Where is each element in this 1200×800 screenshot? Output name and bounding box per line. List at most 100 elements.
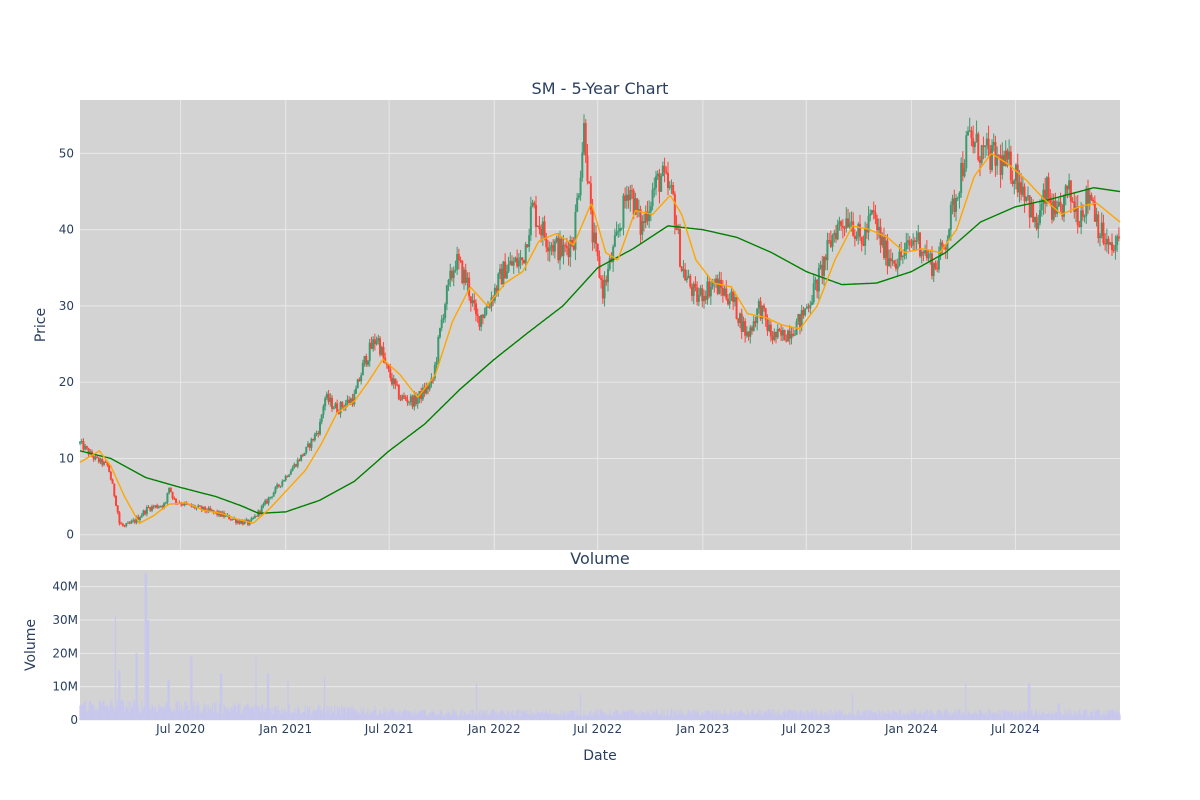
candle-body (1117, 236, 1120, 239)
candle-body (509, 260, 512, 265)
volume-bar (817, 715, 819, 720)
price-y-axis-title: Price (33, 308, 49, 342)
volume-bar (549, 709, 551, 720)
candle-body (841, 226, 844, 228)
candle-body (84, 446, 87, 450)
candle-body (355, 388, 357, 394)
candle-body (135, 516, 138, 523)
candle-body (641, 221, 644, 235)
volume-bar (1103, 715, 1105, 720)
volume-bar (746, 709, 749, 720)
candle-body (891, 260, 894, 262)
volume-bar (646, 710, 648, 720)
volume-bar (893, 710, 895, 720)
candle-body (452, 270, 455, 279)
candle-body (1080, 210, 1083, 228)
volume-bar (898, 709, 901, 720)
candle-body (536, 225, 539, 227)
volume-bar (365, 714, 367, 720)
volume-bar (913, 709, 915, 720)
volume-bar (624, 711, 626, 720)
candle-body (1090, 194, 1093, 200)
candle-body (127, 522, 129, 524)
candle-body (907, 240, 909, 243)
candle-body (807, 306, 810, 309)
volume-subplot-title: Volume (570, 549, 630, 568)
volume-bar (777, 709, 779, 720)
volume-bar (270, 712, 272, 720)
volume-bar (1050, 710, 1053, 720)
volume-bar (902, 713, 904, 720)
volume-bar (150, 710, 152, 720)
volume-bar (647, 713, 649, 720)
candle-body (992, 142, 995, 146)
volume-bar (307, 709, 310, 720)
candle-body (871, 210, 873, 214)
candle-body (157, 506, 160, 508)
volume-bar (437, 714, 439, 720)
volume-bar (1074, 711, 1077, 720)
candle-body (181, 504, 184, 506)
volume-bar (423, 709, 425, 720)
volume-bar (934, 714, 936, 720)
volume-bar (478, 711, 480, 720)
candle-body (967, 131, 969, 136)
volume-bar (207, 704, 209, 720)
volume-bar (866, 715, 869, 720)
volume-bar (873, 712, 875, 720)
volume-bar (1059, 712, 1062, 720)
volume-bar (678, 710, 680, 720)
volume-bar (1038, 711, 1040, 720)
volume-bar (345, 713, 347, 720)
volume-bar (601, 711, 603, 720)
candle-body (855, 236, 858, 239)
volume-bar (871, 711, 873, 720)
price-y-tick: 40 (59, 223, 74, 237)
candle-body (108, 465, 111, 472)
volume-bar (318, 704, 320, 720)
volume-bar (402, 710, 405, 720)
price-gridlines (80, 100, 1120, 550)
candle-body (293, 464, 296, 468)
volume-bar (1070, 709, 1072, 720)
candle-body (624, 195, 627, 201)
candle-body (403, 395, 405, 397)
candle-body (603, 279, 606, 299)
candle-body (631, 190, 633, 192)
volume-bar (117, 700, 119, 720)
volume-bar (885, 712, 887, 720)
candle-body (655, 176, 657, 188)
volume-bar (792, 711, 794, 720)
volume-bar (973, 712, 975, 720)
candle-body (932, 263, 935, 276)
volume-bar (565, 715, 567, 720)
candle-body (809, 304, 812, 309)
volume-bar (640, 709, 642, 720)
volume-bar (929, 709, 931, 720)
volume-bar (863, 711, 865, 720)
volume-bar (560, 709, 562, 720)
volume-bar (649, 714, 651, 720)
date-x-tick: Jul 2023 (781, 722, 831, 736)
candle-body (521, 257, 524, 260)
volume-bar (648, 710, 650, 720)
volume-bar (153, 708, 155, 720)
candle-body (979, 159, 981, 163)
volume-bar (138, 712, 141, 720)
candle-body (416, 398, 419, 405)
volume-bar (699, 715, 702, 720)
candle-body (696, 287, 699, 302)
volume-bar (1054, 712, 1056, 720)
candle-body (917, 232, 920, 241)
volume-bar (891, 710, 894, 720)
volume-bar (1031, 709, 1033, 720)
volume-bar (391, 708, 393, 720)
volume-bar (405, 710, 407, 720)
volume-bar (922, 713, 925, 720)
volume-bar (881, 710, 883, 720)
volume-bar (703, 714, 705, 720)
volume-bar (918, 713, 920, 720)
volume-bar (743, 712, 745, 720)
candle-body (720, 279, 723, 289)
volume-bar (1003, 709, 1006, 720)
